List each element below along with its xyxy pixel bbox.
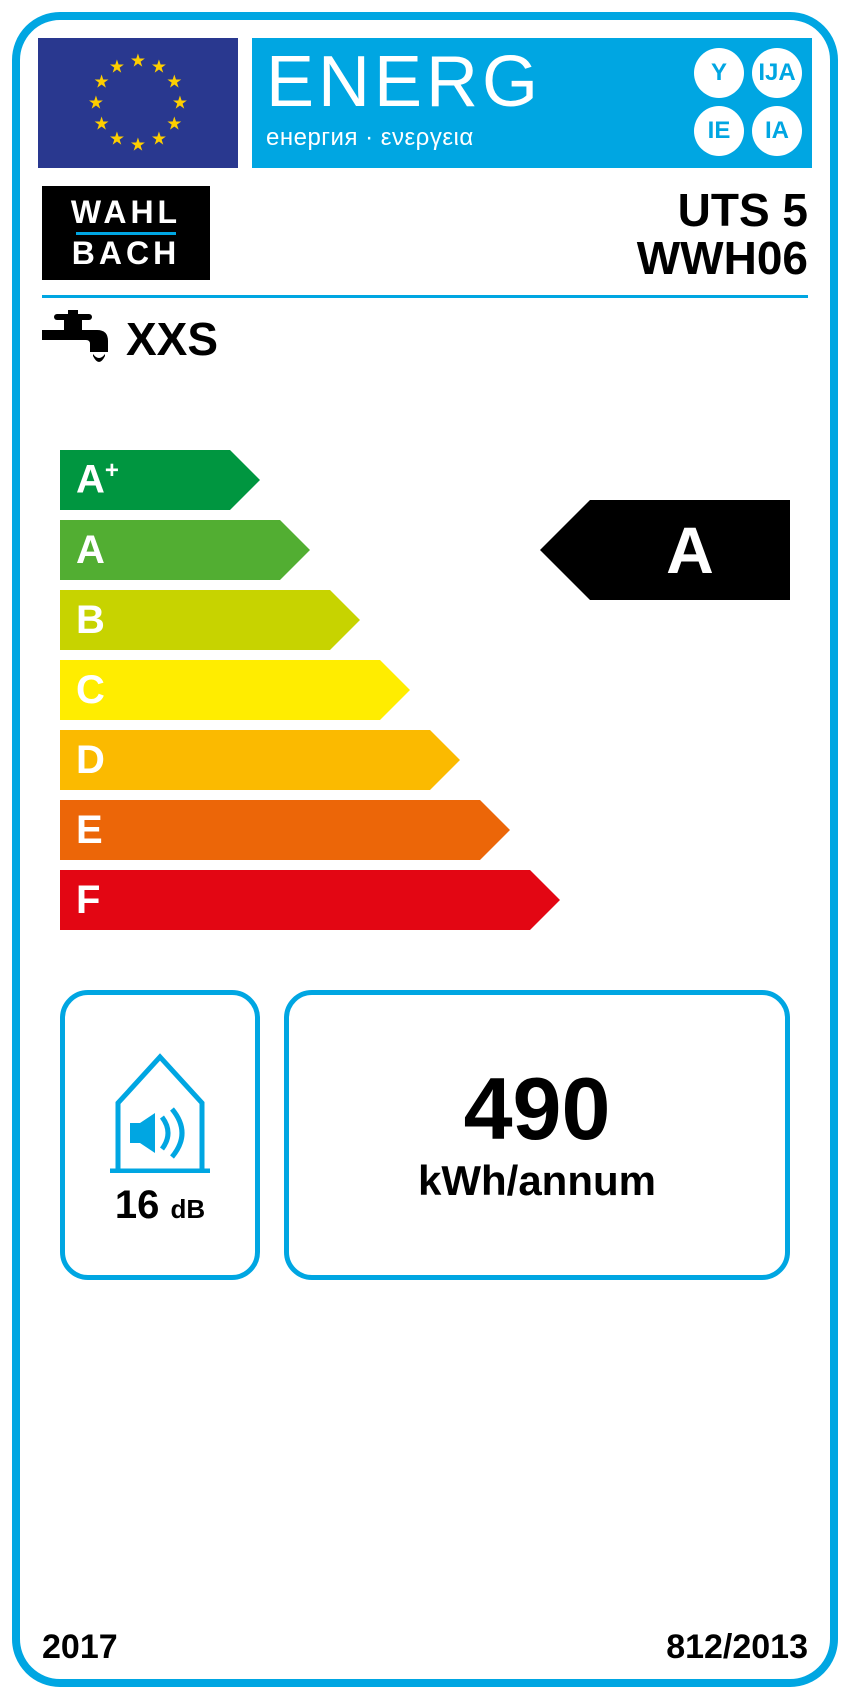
scale-row: B xyxy=(60,590,530,650)
scale-arrow-tip xyxy=(480,800,510,860)
divider-line xyxy=(42,295,808,298)
brand-model-row: WAHL BACH UTS 5 WWH06 xyxy=(42,186,808,286)
header-row: ★★★★★★★★★★★★ ENERG енергия · ενεργεια YI… xyxy=(38,38,812,168)
footer-right: 812/2013 xyxy=(666,1628,808,1667)
scale-arrow-tip xyxy=(230,450,260,510)
scale-label: B xyxy=(60,598,105,643)
energ-banner: ENERG енергия · ενεργεια YIJAIEIA xyxy=(252,38,812,168)
footer-left: 2017 xyxy=(42,1628,118,1667)
scale-row: F xyxy=(60,870,530,930)
suffix-badge: IA xyxy=(752,106,802,156)
noise-unit: dB xyxy=(170,1194,205,1224)
label-frame: ★★★★★★★★★★★★ ENERG енергия · ενεργεια YI… xyxy=(12,12,838,1687)
eu-star: ★ xyxy=(151,56,167,77)
suffix-badge: IJA xyxy=(752,48,802,98)
scale-label: A+ xyxy=(60,457,119,502)
model-line1: UTS 5 xyxy=(637,186,808,234)
scale-arrow: F xyxy=(60,870,530,930)
eu-star: ★ xyxy=(88,93,104,114)
eu-star: ★ xyxy=(109,129,125,150)
scale-arrow-tip xyxy=(430,730,460,790)
suffix-badge: Y xyxy=(694,48,744,98)
eu-star: ★ xyxy=(109,56,125,77)
scale-label: F xyxy=(60,878,100,923)
noise-value: 16 xyxy=(115,1183,160,1227)
brand-line1: WAHL xyxy=(71,196,181,230)
scale-arrow-tip xyxy=(280,520,310,580)
eu-star: ★ xyxy=(166,114,182,135)
brand-line2: BACH xyxy=(72,237,180,271)
scale-arrow-tip xyxy=(380,660,410,720)
noise-value-row: 16 dB xyxy=(115,1183,205,1228)
tap-icon xyxy=(42,310,108,368)
eu-star: ★ xyxy=(94,114,110,135)
suffix-grid: YIJAIEIA xyxy=(694,48,802,156)
load-profile-text: XXS xyxy=(126,312,218,366)
scale-row: C xyxy=(60,660,530,720)
rating-class: A xyxy=(666,512,714,588)
eu-star: ★ xyxy=(130,51,146,72)
efficiency-scale: A+ ABCDEF xyxy=(60,450,530,940)
scale-row: A+ xyxy=(60,450,530,510)
eu-star: ★ xyxy=(151,129,167,150)
eu-star: ★ xyxy=(130,135,146,156)
eu-star: ★ xyxy=(172,93,188,114)
suffix-badge: IE xyxy=(694,106,744,156)
scale-arrow: B xyxy=(60,590,330,650)
scale-row: E xyxy=(60,800,530,860)
noise-icon xyxy=(100,1043,220,1173)
rating-pointer: A xyxy=(590,500,790,600)
scale-arrow-tip xyxy=(530,870,560,930)
scale-label: E xyxy=(60,808,103,853)
eu-star: ★ xyxy=(94,72,110,93)
eu-flag: ★★★★★★★★★★★★ xyxy=(38,38,238,168)
scale-label: D xyxy=(60,738,105,783)
scale-arrow: A+ xyxy=(60,450,230,510)
scale-arrow-tip xyxy=(330,590,360,650)
load-profile-row: XXS xyxy=(42,310,218,368)
scale-label: C xyxy=(60,668,105,713)
scale-arrow: D xyxy=(60,730,430,790)
scale-arrow: C xyxy=(60,660,380,720)
noise-box: 16 dB xyxy=(60,990,260,1280)
scale-arrow: E xyxy=(60,800,480,860)
scale-label: A xyxy=(60,528,105,573)
brand-logo: WAHL BACH xyxy=(42,186,210,280)
consumption-unit: kWh/annum xyxy=(418,1157,656,1205)
footer-row: 2017 812/2013 xyxy=(42,1628,808,1667)
eu-star: ★ xyxy=(166,72,182,93)
consumption-value: 490 xyxy=(464,1065,611,1153)
model-line2: WWH06 xyxy=(637,234,808,282)
scale-arrow: A xyxy=(60,520,280,580)
model-block: UTS 5 WWH06 xyxy=(637,186,808,283)
scale-row: D xyxy=(60,730,530,790)
scale-row: A xyxy=(60,520,530,580)
info-row: 16 dB 490 kWh/annum xyxy=(60,990,790,1280)
consumption-box: 490 kWh/annum xyxy=(284,990,790,1280)
